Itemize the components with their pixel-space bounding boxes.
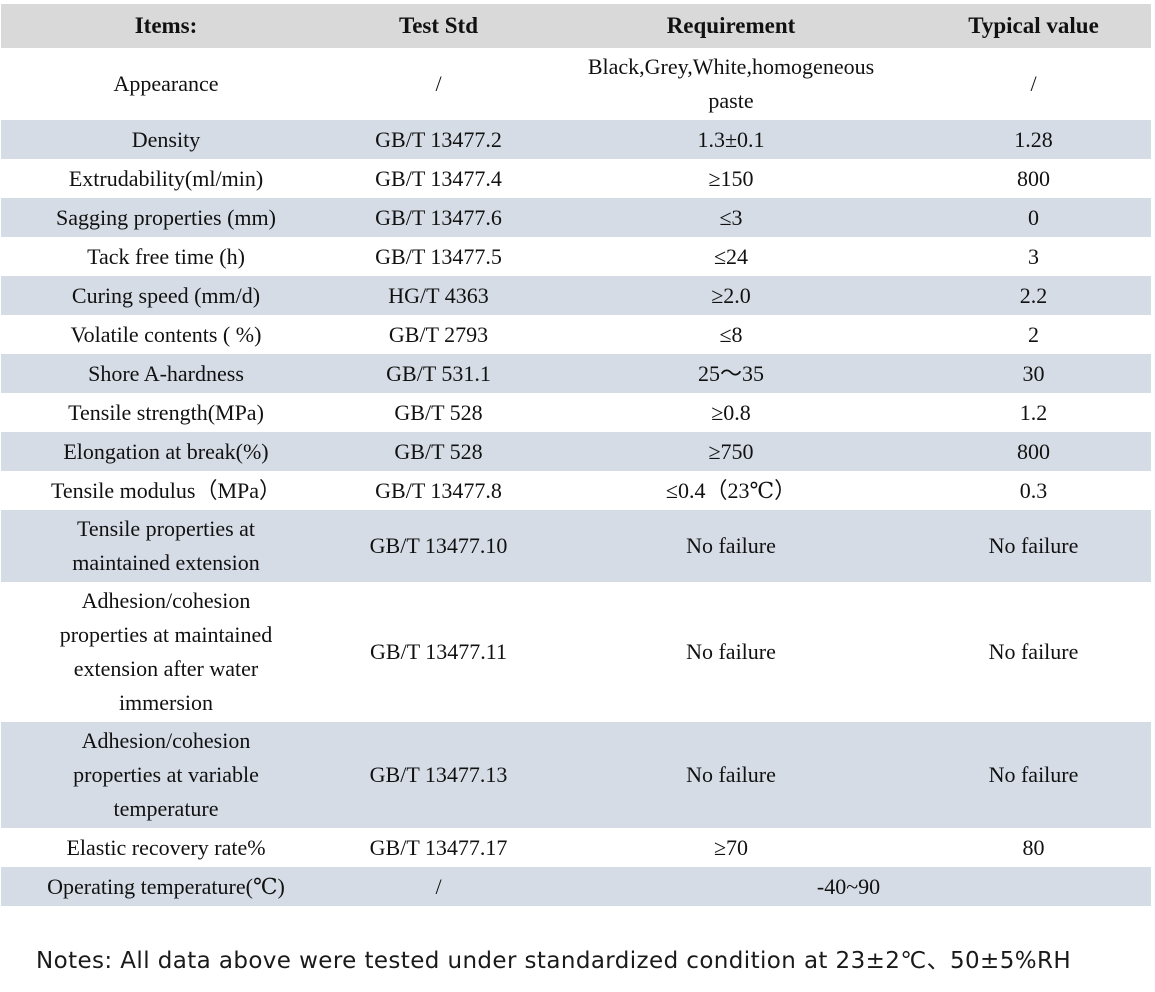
cell-typical-value: 2 — [916, 315, 1151, 354]
cell-requirement: Black,Grey,White,homogeneous paste — [546, 48, 916, 120]
cell-test-std: GB/T 13477.4 — [331, 159, 546, 198]
cell-test-std: / — [331, 867, 546, 906]
cell-item: Elongation at break(%) — [1, 432, 331, 471]
table-header-row: Items: Test Std Requirement Typical valu… — [1, 4, 1151, 48]
cell-requirement: ≥0.8 — [546, 393, 916, 432]
cell-requirement: ≥750 — [546, 432, 916, 471]
cell-test-std: GB/T 528 — [331, 393, 546, 432]
cell-typical-value: 800 — [916, 159, 1151, 198]
cell-requirement-merged: -40~90 — [546, 867, 1151, 906]
table-row: Tensile strength(MPa) GB/T 528 ≥0.8 1.2 — [1, 393, 1151, 432]
col-header-typical-value: Typical value — [916, 4, 1151, 48]
cell-typical-value: No failure — [916, 582, 1151, 722]
cell-typical-value: 1.2 — [916, 393, 1151, 432]
cell-test-std: GB/T 528 — [331, 432, 546, 471]
cell-test-std: GB/T 13477.17 — [331, 828, 546, 867]
cell-requirement: 25～35 — [546, 354, 916, 393]
cell-requirement: ≤24 — [546, 237, 916, 276]
cell-test-std: GB/T 13477.5 — [331, 237, 546, 276]
cell-typical-value: 30 — [916, 354, 1151, 393]
cell-item: Tensile strength(MPa) — [1, 393, 331, 432]
table-row: Adhesion/cohesion properties at variable… — [1, 722, 1151, 828]
table-row: Appearance / Black,Grey,White,homogeneou… — [1, 48, 1151, 120]
table-row: Density GB/T 13477.2 1.3±0.1 1.28 — [1, 120, 1151, 159]
cell-item: Operating temperature(℃) — [1, 867, 331, 906]
cell-item: Curing speed (mm/d) — [1, 276, 331, 315]
notes-text: Notes: All data above were tested under … — [36, 948, 1072, 974]
table-row: Elongation at break(%) GB/T 528 ≥750 800 — [1, 432, 1151, 471]
cell-test-std: GB/T 13477.11 — [331, 582, 546, 722]
cell-item: Tensile properties at maintained extensi… — [1, 510, 331, 582]
cell-item: Volatile contents ( %) — [1, 315, 331, 354]
table-row: Curing speed (mm/d) HG/T 4363 ≥2.0 2.2 — [1, 276, 1151, 315]
cell-typical-value: No failure — [916, 722, 1151, 828]
cell-typical-value: 1.28 — [916, 120, 1151, 159]
cell-test-std: / — [331, 48, 546, 120]
table-row: Shore A-hardness GB/T 531.1 25～35 30 — [1, 354, 1151, 393]
cell-item: Density — [1, 120, 331, 159]
cell-item: Sagging properties (mm) — [1, 198, 331, 237]
cell-typical-value: 2.2 — [916, 276, 1151, 315]
table-row: Extrudability(ml/min) GB/T 13477.4 ≥150 … — [1, 159, 1151, 198]
cell-test-std: GB/T 2793 — [331, 315, 546, 354]
table-row: Sagging properties (mm) GB/T 13477.6 ≤3 … — [1, 198, 1151, 237]
cell-item: Shore A-hardness — [1, 354, 331, 393]
cell-requirement: 1.3±0.1 — [546, 120, 916, 159]
col-header-items: Items: — [1, 4, 331, 48]
col-header-requirement: Requirement — [546, 4, 916, 48]
col-header-test-std: Test Std — [331, 4, 546, 48]
cell-requirement: No failure — [546, 510, 916, 582]
cell-item: Tack free time (h) — [1, 237, 331, 276]
cell-typical-value: 800 — [916, 432, 1151, 471]
cell-item: Adhesion/cohesion properties at variable… — [1, 722, 331, 828]
cell-test-std: GB/T 13477.10 — [331, 510, 546, 582]
table-row: Adhesion/cohesion properties at maintain… — [1, 582, 1151, 722]
cell-requirement: ≤8 — [546, 315, 916, 354]
cell-requirement: ≤0.4（23℃） — [546, 471, 916, 510]
cell-requirement: ≥2.0 — [546, 276, 916, 315]
cell-item: Appearance — [1, 48, 331, 120]
table-row: Volatile contents ( %) GB/T 2793 ≤8 2 — [1, 315, 1151, 354]
table-row: Operating temperature(℃) / -40~90 — [1, 867, 1151, 906]
table-row: Elastic recovery rate% GB/T 13477.17 ≥70… — [1, 828, 1151, 867]
cell-test-std: GB/T 531.1 — [331, 354, 546, 393]
cell-test-std: GB/T 13477.13 — [331, 722, 546, 828]
cell-typical-value: 0 — [916, 198, 1151, 237]
table-row: Tensile properties at maintained extensi… — [1, 510, 1151, 582]
cell-typical-value: No failure — [916, 510, 1151, 582]
cell-typical-value: 80 — [916, 828, 1151, 867]
cell-item: Extrudability(ml/min) — [1, 159, 331, 198]
cell-requirement: No failure — [546, 722, 916, 828]
cell-typical-value: / — [916, 48, 1151, 120]
cell-item: Adhesion/cohesion properties at maintain… — [1, 582, 331, 722]
cell-test-std: GB/T 13477.6 — [331, 198, 546, 237]
cell-test-std: GB/T 13477.8 — [331, 471, 546, 510]
cell-requirement: ≥150 — [546, 159, 916, 198]
cell-typical-value: 3 — [916, 237, 1151, 276]
cell-requirement: ≤3 — [546, 198, 916, 237]
cell-requirement: No failure — [546, 582, 916, 722]
cell-typical-value: 0.3 — [916, 471, 1151, 510]
cell-requirement: ≥70 — [546, 828, 916, 867]
table-row: Tack free time (h) GB/T 13477.5 ≤24 3 — [1, 237, 1151, 276]
cell-item: Tensile modulus（MPa） — [1, 471, 331, 510]
cell-item: Elastic recovery rate% — [1, 828, 331, 867]
spec-table: Items: Test Std Requirement Typical valu… — [1, 4, 1151, 906]
cell-test-std: HG/T 4363 — [331, 276, 546, 315]
table-row: Tensile modulus（MPa） GB/T 13477.8 ≤0.4（2… — [1, 471, 1151, 510]
cell-test-std: GB/T 13477.2 — [331, 120, 546, 159]
